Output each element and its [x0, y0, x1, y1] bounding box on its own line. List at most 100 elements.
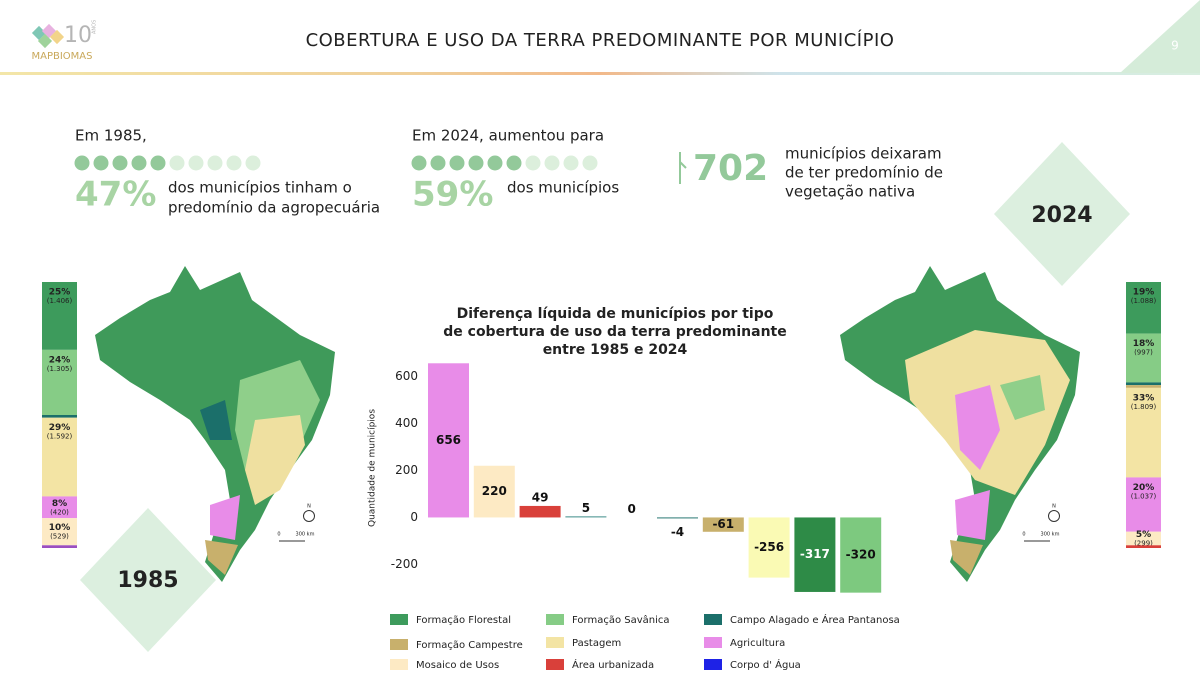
- stat-dot: [131, 155, 147, 171]
- legend-label: Pastagem: [572, 638, 621, 649]
- segment-label: 5%: [1136, 530, 1151, 540]
- north-symbol: [303, 510, 315, 522]
- stat-text: dos municípios: [507, 179, 619, 197]
- highlight-text: de ter predomínio de: [785, 164, 943, 182]
- legend-label: Mosaico de Usos: [416, 660, 499, 671]
- stat-dot: [226, 155, 242, 171]
- y-tick-label: 200: [395, 463, 418, 477]
- segment-count: (1.037): [1131, 492, 1157, 500]
- stat-dot: [525, 155, 541, 171]
- bar: [748, 517, 790, 578]
- north-label: N: [307, 504, 311, 510]
- bar: [428, 363, 469, 518]
- map: [840, 266, 1080, 582]
- logo: 10 ANOS MAPBIOMAS: [32, 20, 98, 62]
- highlight-text: vegetação nativa: [785, 183, 915, 201]
- composition-segment: [42, 415, 77, 418]
- scale-label: 0: [1022, 532, 1025, 538]
- corner-triangle: [1120, 0, 1200, 73]
- segment-label: 10%: [49, 523, 71, 533]
- segment-label: 33%: [1133, 393, 1155, 403]
- composition-segment: [1126, 282, 1161, 334]
- year-label: 1985: [117, 568, 178, 593]
- legend-swatch: [546, 659, 564, 670]
- scale-label: 300 km: [296, 532, 315, 538]
- legend-swatch: [390, 639, 408, 650]
- stat-dot: [430, 155, 446, 171]
- stat-dot: [93, 155, 109, 171]
- legend-label: Área urbanizada: [572, 658, 654, 671]
- segment-count: (1.088): [1131, 297, 1157, 305]
- composition-segment: [42, 417, 77, 497]
- stat-dot: [207, 155, 223, 171]
- value-label: -256: [754, 540, 784, 554]
- highlight-value: 702: [693, 148, 768, 189]
- stat-dot: [112, 155, 128, 171]
- segment-count: (420): [50, 508, 69, 516]
- composition-segment: [1126, 531, 1161, 546]
- segment-count: (299): [1134, 540, 1153, 548]
- legend-label: Formação Florestal: [416, 615, 511, 626]
- y-axis-label: Quantidade de municípios: [368, 409, 378, 527]
- scale-label: 300 km: [1041, 532, 1060, 538]
- value-label: -61: [712, 517, 734, 531]
- segment-label: 20%: [1133, 483, 1155, 493]
- bar: [794, 517, 836, 592]
- segment-label: 18%: [1133, 339, 1155, 349]
- y-tick-label: 400: [395, 416, 418, 430]
- legend-swatch: [390, 659, 408, 670]
- logo-sub: ANOS: [92, 20, 98, 34]
- stat-dot: [563, 155, 579, 171]
- stat-value: 59%: [412, 175, 493, 215]
- segment-count: (1.305): [47, 365, 73, 373]
- scale-label: 0: [277, 532, 280, 538]
- page-number: 9: [1171, 39, 1179, 53]
- segment-count: (1.592): [47, 433, 73, 441]
- bar: [519, 505, 561, 518]
- segment-label: 24%: [49, 355, 71, 365]
- segment-label: 29%: [49, 423, 71, 433]
- legend-label: Campo Alagado e Área Pantanosa: [730, 613, 900, 626]
- header-rule: [0, 72, 1200, 75]
- legend-swatch: [704, 614, 722, 625]
- stat-dot: [245, 155, 261, 171]
- chart-title: Diferença líquida de municípios por tipo: [457, 306, 774, 322]
- chart-title: entre 1985 e 2024: [543, 342, 688, 358]
- stat-dot: [188, 155, 204, 171]
- y-tick-label: 0: [410, 510, 418, 524]
- stat-dot: [169, 155, 185, 171]
- value-label: 656: [436, 433, 461, 447]
- bar: [840, 517, 882, 593]
- legend-swatch: [704, 637, 722, 648]
- stat-intro: Em 2024, aumentou para: [412, 127, 604, 145]
- legend-label: Corpo d' Água: [730, 658, 801, 671]
- year-diamond: [994, 142, 1130, 286]
- stat-dot: [544, 155, 560, 171]
- bar: [565, 516, 607, 518]
- year-label: 2024: [1031, 203, 1092, 228]
- composition-segment: [42, 349, 77, 415]
- stat-dot: [582, 155, 598, 171]
- segment-label: 19%: [1133, 288, 1155, 298]
- composition-segment: [42, 496, 77, 519]
- bar: [473, 465, 515, 518]
- segment-count: (529): [50, 533, 69, 541]
- composition-segment: [1126, 545, 1161, 548]
- composition-segment: [1126, 387, 1161, 478]
- composition-segment: [1126, 385, 1161, 388]
- stat-dot: [506, 155, 522, 171]
- y-tick-label: -200: [391, 557, 418, 571]
- value-label: -4: [671, 525, 684, 539]
- highlight-text: municípios deixaram: [785, 145, 942, 163]
- map: [95, 266, 335, 582]
- stat-dot: [411, 155, 427, 171]
- stat-intro: Em 1985,: [75, 127, 147, 145]
- composition-segment: [1126, 477, 1161, 532]
- segment-count: (997): [1134, 349, 1153, 357]
- composition-segment: [42, 282, 77, 350]
- logo-text: MAPBIOMAS: [32, 51, 93, 62]
- value-label: 49: [532, 490, 549, 504]
- value-label: -317: [800, 547, 830, 561]
- y-tick-label: 600: [395, 369, 418, 383]
